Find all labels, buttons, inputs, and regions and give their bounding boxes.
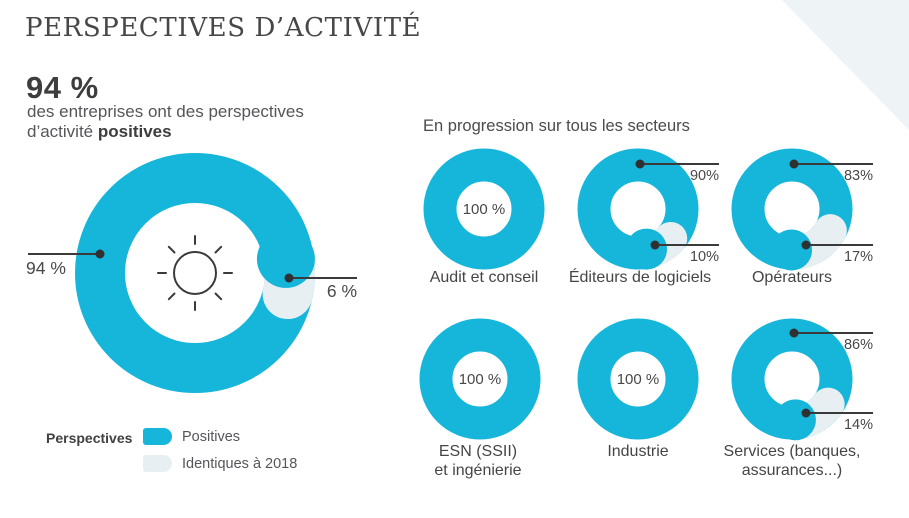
- legend-swatch-positives: [143, 428, 172, 445]
- stat-description: des entreprises ont des perspectives d’a…: [27, 102, 367, 142]
- sector-label-services: Services (banques, assurances...): [723, 443, 861, 479]
- donut-center-label-audit: 100 %: [462, 201, 506, 218]
- callout-editeurs-identical: 10%: [689, 249, 719, 265]
- callout-operateurs-identical: 17%: [843, 249, 873, 265]
- donut-chart-esn: [419, 318, 541, 440]
- corner-triangle-decoration: [782, 0, 909, 130]
- callout-services-positive: 86%: [843, 337, 873, 353]
- stat-line2: d’activité positives: [27, 122, 367, 142]
- sectors-header: En progression sur tous les secteurs: [423, 117, 690, 135]
- sector-label-editeurs: Éditeurs de logiciels: [568, 269, 712, 286]
- sector-label-operateurs: Opérateurs: [751, 269, 833, 286]
- legend-swatch-identical: [143, 455, 172, 472]
- legend-label-positives: Positives: [182, 429, 241, 445]
- callout-label-identical: 6 %: [326, 281, 357, 301]
- page-title: PERSPECTIVES D’ACTIVITÉ: [25, 13, 422, 43]
- stat-value: 94 %: [26, 70, 99, 105]
- sun-icon: [157, 235, 233, 311]
- stat-line2-bold: positives: [97, 122, 172, 141]
- sector-label-industrie: Industrie: [607, 443, 669, 460]
- main-donut-chart: [75, 153, 315, 393]
- donut-chart-audit: [423, 148, 545, 270]
- donut-chart-industrie: [577, 318, 699, 440]
- stat-line1: des entreprises ont des perspectives: [27, 102, 304, 121]
- donut-center-label-industrie: 100 %: [616, 371, 660, 388]
- callout-editeurs-positive: 90%: [689, 168, 719, 184]
- sector-label-audit: Audit et conseil: [429, 269, 539, 286]
- sector-label-esn: ESN (SSII) et ingénierie: [434, 443, 522, 479]
- legend-title: Perspectives: [46, 430, 133, 446]
- stat-line2-prefix: d’activité: [27, 122, 94, 141]
- callout-operateurs-positive: 83%: [843, 168, 873, 184]
- legend-label-identical: Identiques à 2018: [182, 456, 298, 472]
- callout-services-identical: 14%: [843, 417, 873, 433]
- callout-label-positives: 94 %: [26, 258, 66, 278]
- donut-center-label-esn: 100 %: [458, 371, 502, 388]
